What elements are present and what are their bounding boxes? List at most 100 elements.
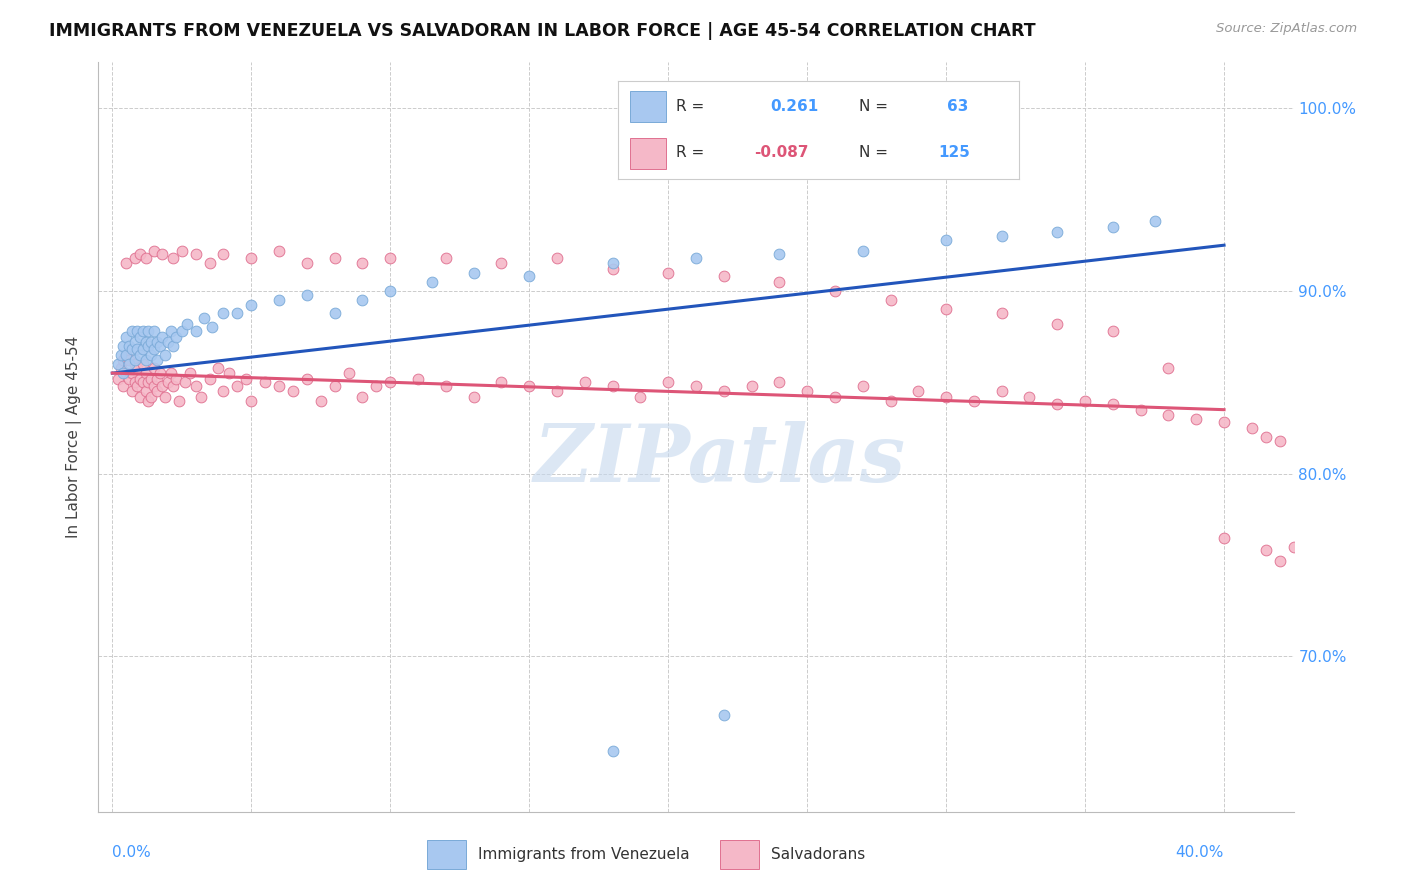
Point	[112, 339, 135, 353]
Point	[143, 244, 166, 258]
Point	[935, 302, 957, 317]
Point	[741, 379, 763, 393]
Point	[628, 390, 651, 404]
Point	[110, 348, 132, 362]
Point	[121, 343, 143, 357]
Point	[184, 247, 207, 261]
Point	[121, 384, 143, 399]
Text: 40.0%: 40.0%	[1175, 845, 1225, 860]
Point	[380, 284, 402, 298]
Point	[129, 329, 152, 343]
Point	[127, 379, 149, 393]
Point	[1185, 412, 1208, 426]
Point	[1129, 402, 1152, 417]
Point	[118, 371, 141, 385]
Text: ZIPatlas: ZIPatlas	[534, 421, 905, 499]
Point	[1102, 219, 1125, 234]
Point	[240, 251, 263, 265]
Point	[127, 360, 149, 375]
Point	[201, 320, 224, 334]
Point	[323, 306, 346, 320]
Point	[146, 371, 169, 385]
Point	[226, 379, 249, 393]
Point	[153, 390, 176, 404]
Point	[295, 256, 318, 270]
Point	[124, 353, 146, 368]
Point	[1102, 397, 1125, 411]
Point	[1213, 531, 1236, 545]
Point	[198, 371, 221, 385]
Point	[380, 376, 402, 390]
Point	[193, 311, 215, 326]
Point	[1157, 360, 1180, 375]
Point	[434, 251, 457, 265]
Point	[146, 384, 169, 399]
Point	[138, 324, 160, 338]
Point	[907, 384, 929, 399]
Point	[1074, 393, 1097, 408]
Point	[852, 244, 875, 258]
Point	[148, 366, 170, 380]
Point	[420, 275, 443, 289]
Point	[124, 251, 146, 265]
Point	[112, 366, 135, 380]
Point	[162, 251, 184, 265]
Point	[491, 256, 513, 270]
Point	[141, 390, 163, 404]
Point	[118, 339, 141, 353]
Point	[207, 360, 229, 375]
Point	[685, 379, 707, 393]
Point	[143, 379, 166, 393]
Point	[124, 376, 146, 390]
Point	[323, 379, 346, 393]
Point	[110, 360, 132, 375]
Point	[184, 379, 207, 393]
Point	[323, 251, 346, 265]
Point	[138, 376, 160, 390]
Point	[212, 384, 235, 399]
Y-axis label: In Labor Force | Age 45-54: In Labor Force | Age 45-54	[66, 336, 83, 538]
Point	[127, 324, 149, 338]
Point	[406, 371, 429, 385]
Point	[115, 329, 138, 343]
Point	[491, 376, 513, 390]
Point	[198, 256, 221, 270]
Point	[132, 376, 155, 390]
Point	[121, 366, 143, 380]
Point	[517, 269, 540, 284]
Point	[852, 379, 875, 393]
Point	[713, 269, 735, 284]
Point	[574, 376, 596, 390]
Point	[167, 393, 190, 408]
Point	[1143, 214, 1166, 228]
Point	[115, 348, 138, 362]
Point	[366, 379, 388, 393]
Point	[165, 371, 187, 385]
Point	[879, 128, 901, 143]
Point	[138, 339, 160, 353]
Point	[713, 707, 735, 722]
Point	[156, 334, 179, 349]
Point	[129, 348, 152, 362]
Point	[267, 293, 290, 307]
Point	[267, 244, 290, 258]
Point	[129, 390, 152, 404]
Point	[517, 379, 540, 393]
Point	[150, 247, 173, 261]
Point	[132, 357, 155, 371]
Point	[159, 324, 181, 338]
Text: Source: ZipAtlas.com: Source: ZipAtlas.com	[1216, 22, 1357, 36]
Point	[1018, 390, 1040, 404]
Point	[132, 343, 155, 357]
Point	[107, 357, 129, 371]
Point	[162, 379, 184, 393]
Point	[150, 329, 173, 343]
Point	[135, 334, 157, 349]
Point	[118, 353, 141, 368]
Point	[170, 324, 193, 338]
Point	[148, 339, 170, 353]
Point	[463, 390, 485, 404]
Point	[150, 379, 173, 393]
Point	[657, 376, 679, 390]
Point	[337, 366, 360, 380]
